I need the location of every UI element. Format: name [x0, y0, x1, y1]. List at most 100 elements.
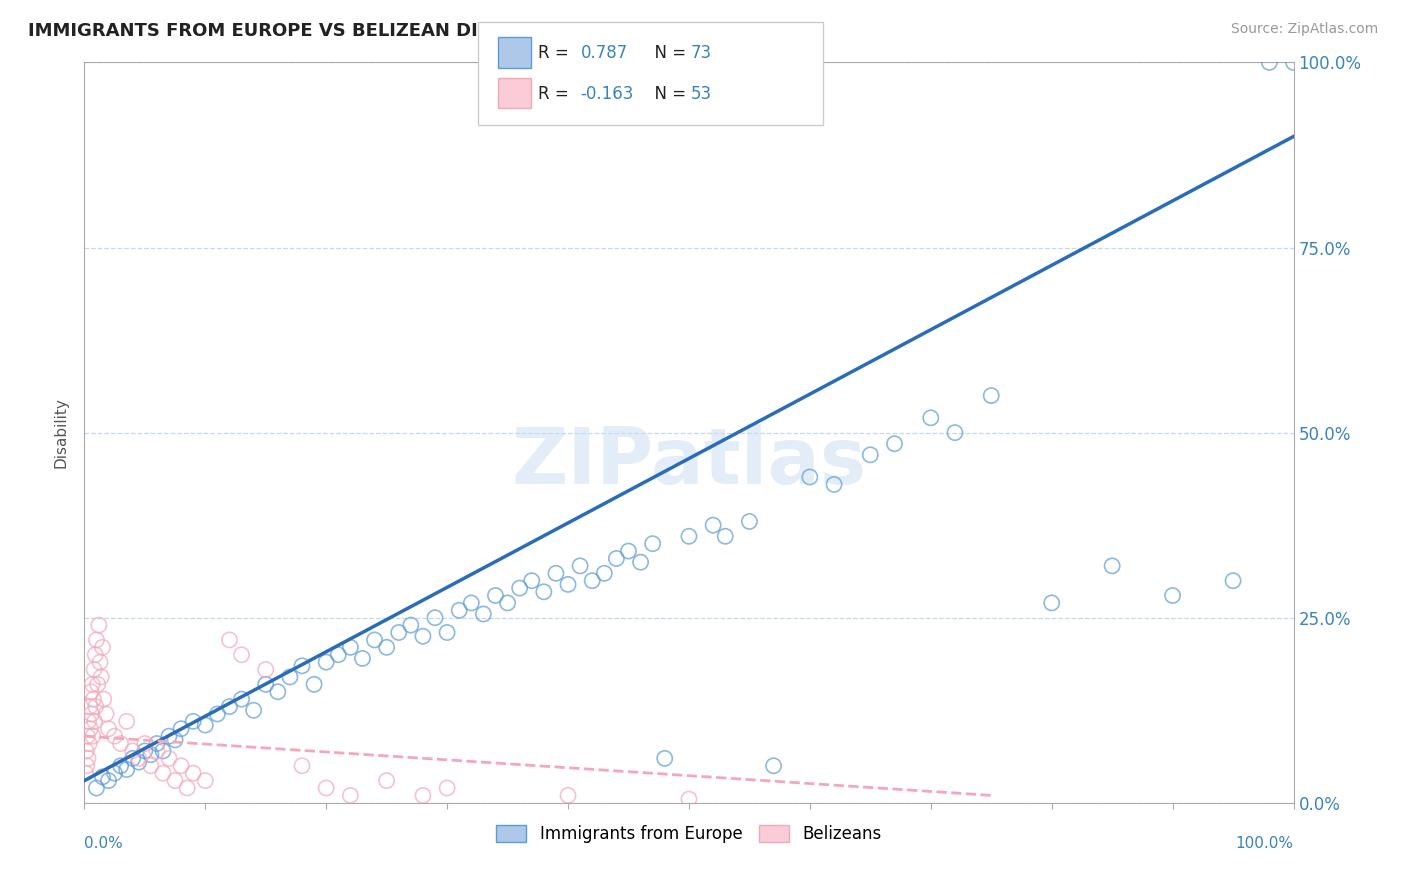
Point: [654, 751, 676, 765]
Point: [157, 729, 180, 743]
Point: [97, 722, 120, 736]
Point: [883, 436, 905, 450]
Point: [110, 737, 132, 751]
Point: [375, 773, 398, 788]
Point: [77, 737, 100, 751]
Point: [678, 792, 700, 806]
Point: [339, 789, 361, 803]
Point: [496, 596, 519, 610]
Point: [254, 663, 277, 677]
Point: [75, 766, 97, 780]
Point: [339, 640, 361, 655]
Point: [93, 692, 115, 706]
Point: [194, 718, 217, 732]
Point: [77, 751, 100, 765]
Point: [89, 655, 111, 669]
Point: [557, 789, 579, 803]
Point: [218, 632, 240, 647]
Point: [375, 640, 398, 655]
Point: [702, 518, 724, 533]
Point: [231, 692, 253, 706]
Point: [267, 685, 290, 699]
Point: [423, 610, 446, 624]
Point: [231, 648, 253, 662]
Text: R =: R =: [538, 85, 575, 103]
Point: [291, 658, 314, 673]
Point: [79, 699, 101, 714]
Point: [569, 558, 592, 573]
Text: ZIPatlas: ZIPatlas: [512, 425, 866, 500]
Point: [75, 744, 97, 758]
Point: [544, 566, 567, 581]
Point: [76, 758, 98, 772]
Point: [278, 670, 301, 684]
Point: [157, 751, 180, 765]
Point: [77, 714, 100, 729]
Point: [1258, 55, 1281, 70]
Point: [139, 758, 162, 772]
Point: [128, 755, 150, 769]
Point: [146, 737, 169, 751]
Point: [449, 603, 471, 617]
Point: [86, 677, 108, 691]
Point: [399, 618, 422, 632]
Point: [90, 670, 112, 684]
Point: [181, 766, 204, 780]
Point: [291, 758, 314, 772]
Point: [94, 706, 117, 721]
Point: [104, 729, 127, 743]
Point: [152, 766, 174, 780]
Point: [714, 529, 737, 543]
Point: [207, 706, 229, 721]
Point: [302, 677, 325, 691]
Point: [605, 551, 627, 566]
Point: [242, 703, 264, 717]
Point: [139, 747, 162, 762]
Point: [82, 729, 104, 743]
Point: [388, 625, 411, 640]
Point: [593, 566, 616, 581]
Point: [1161, 589, 1184, 603]
Point: [484, 589, 506, 603]
Point: [84, 648, 107, 662]
Point: [165, 732, 187, 747]
Point: [181, 714, 204, 729]
Point: [581, 574, 603, 588]
Point: [97, 773, 120, 788]
Point: [557, 577, 579, 591]
Point: [176, 780, 198, 795]
Point: [134, 744, 156, 758]
Point: [762, 758, 785, 772]
Legend: Immigrants from Europe, Belizeans: Immigrants from Europe, Belizeans: [489, 819, 889, 850]
Y-axis label: Disability: Disability: [53, 397, 69, 468]
Text: -0.163: -0.163: [581, 85, 634, 103]
Point: [859, 448, 882, 462]
Point: [194, 773, 217, 788]
Point: [152, 744, 174, 758]
Point: [170, 722, 193, 736]
Point: [1040, 596, 1063, 610]
Point: [617, 544, 640, 558]
Text: Source: ZipAtlas.com: Source: ZipAtlas.com: [1230, 22, 1378, 37]
Point: [86, 780, 108, 795]
Point: [165, 773, 187, 788]
Point: [82, 677, 104, 691]
Point: [80, 685, 103, 699]
Point: [79, 722, 101, 736]
Point: [412, 629, 434, 643]
Point: [134, 737, 156, 751]
Point: [1222, 574, 1244, 588]
Point: [472, 607, 495, 621]
Point: [436, 625, 458, 640]
Point: [315, 655, 337, 669]
Point: [352, 651, 374, 665]
Text: 0.0%: 0.0%: [84, 836, 124, 851]
Point: [328, 648, 350, 662]
Point: [436, 780, 458, 795]
Point: [980, 388, 1002, 402]
Point: [115, 763, 138, 777]
Point: [76, 729, 98, 743]
Point: [121, 744, 143, 758]
Text: IMMIGRANTS FROM EUROPE VS BELIZEAN DISABILITY CORRELATION CHART: IMMIGRANTS FROM EUROPE VS BELIZEAN DISAB…: [28, 22, 790, 40]
Point: [110, 758, 132, 772]
